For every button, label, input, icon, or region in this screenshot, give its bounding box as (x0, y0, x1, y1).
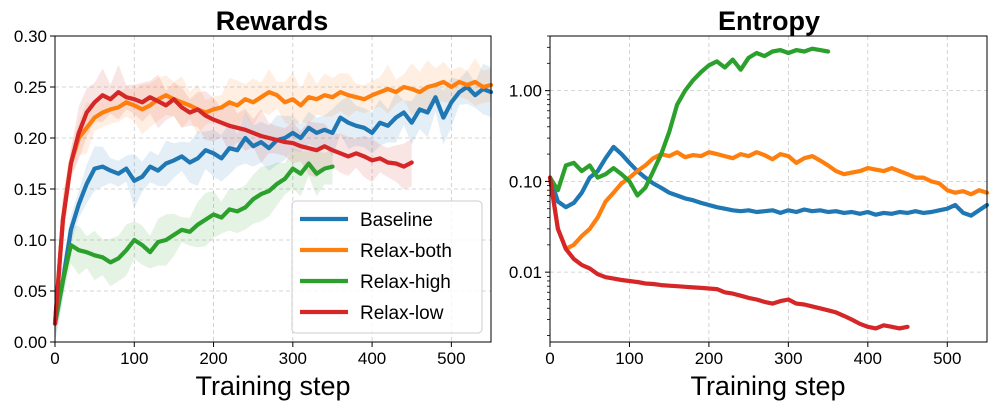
legend-box (291, 200, 483, 334)
entropy-line-relax-low (547, 175, 910, 331)
legend-label-relax-high: Relax-high (360, 272, 451, 293)
rewards-x-tick-label: 0 (50, 349, 59, 368)
entropy-series-lines (547, 46, 990, 331)
entropy-x-tick-label: 200 (695, 349, 723, 368)
rewards-y-ticks: 0.00 0.05 0.10 0.15 0.20 0.25 0.30 (14, 27, 55, 352)
entropy-y-tick-label: 0.10 (509, 172, 542, 191)
rewards-line-relax-low (52, 90, 414, 326)
entropy-x-tick-label: 0 (545, 349, 554, 368)
entropy-plot-frame (549, 35, 988, 343)
rewards-x-tick-label: 200 (199, 349, 227, 368)
rewards-y-tick-label: 0.15 (14, 180, 47, 199)
entropy-line-baseline (547, 144, 990, 218)
rewards-y-tick-label: 0.00 (14, 333, 47, 352)
entropy-line-relax-high (547, 46, 831, 198)
legend-label-baseline: Baseline (360, 210, 433, 231)
legend: Baseline Relax-both Relax-high Relax-low (291, 200, 483, 334)
rewards-y-tick-label: 0.20 (14, 129, 47, 148)
entropy-x-tick-label: 500 (933, 349, 961, 368)
entropy-line-relax-both (547, 150, 990, 252)
entropy-x-tick-label: 400 (854, 349, 882, 368)
rewards-series-lines (52, 79, 494, 326)
entropy-y-tick-label: 0.01 (509, 263, 542, 282)
rewards-y-tick-label: 0.30 (14, 27, 47, 46)
rewards-band-relax-low (55, 64, 412, 342)
rewards-line-relax-both (52, 79, 494, 326)
rewards-x-ticks: 0 100 200 300 400 500 (50, 342, 466, 368)
rewards-x-tick-label: 400 (358, 349, 386, 368)
entropy-title: Entropy (718, 6, 820, 36)
entropy-x-tick-label: 300 (774, 349, 802, 368)
entropy-x-ticks: 0 100 200 300 400 500 (545, 342, 961, 368)
entropy-y-ticks: 0.01 0.10 1.00 (509, 35, 550, 336)
rewards-x-tick-label: 100 (120, 349, 148, 368)
legend-label-relax-low: Relax-low (360, 303, 444, 324)
entropy-x-axis-label: Training step (690, 371, 845, 401)
rewards-y-tick-label: 0.10 (14, 231, 47, 250)
rewards-y-tick-label: 0.25 (14, 78, 47, 97)
rewards-x-tick-label: 300 (279, 349, 307, 368)
rewards-line-relax-high (52, 161, 335, 326)
legend-label-relax-both: Relax-both (360, 241, 452, 262)
entropy-x-tick-label: 100 (615, 349, 643, 368)
rewards-line-baseline (52, 84, 494, 326)
entropy-panel: Entropy 0 100 200 300 400 500 0.01 0.10 1.00 Tr… (509, 6, 990, 401)
rewards-band-baseline (55, 63, 491, 343)
rewards-panel: Rewards 0 100 200 300 400 500 0.00 0.05 0.10 0.1… (14, 6, 494, 401)
rewards-x-axis-label: Training step (195, 371, 350, 401)
rewards-title: Rewards (216, 6, 329, 36)
rewards-y-tick-label: 0.05 (14, 282, 47, 301)
rewards-band-relax-high (55, 148, 333, 342)
rewards-x-tick-label: 500 (437, 349, 465, 368)
entropy-y-tick-label: 1.00 (509, 82, 542, 101)
